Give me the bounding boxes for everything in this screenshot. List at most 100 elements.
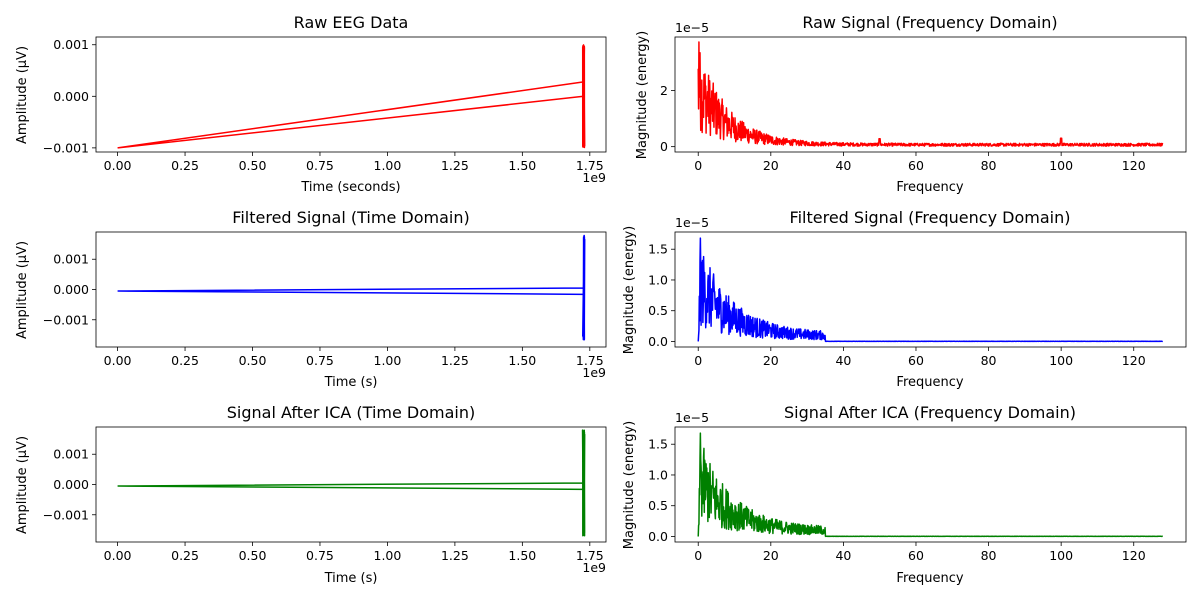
y-tick-label: −0.001: [43, 140, 89, 155]
y-tick-label: 0: [660, 139, 668, 154]
x-tick-label: 0.25: [171, 158, 199, 173]
x-tick-label: 1.25: [441, 353, 469, 368]
x-axis-label: Frequency: [896, 180, 963, 195]
x-tick-label: 1.75: [576, 158, 604, 173]
x-offset-text: 1e9: [582, 560, 606, 575]
plot-frame: [95, 36, 607, 153]
x-tick-label: 20: [763, 548, 779, 563]
x-tick-label: 1.75: [576, 548, 604, 563]
x-tick-label: 100: [1049, 158, 1073, 173]
chart-title: Filtered Signal (Frequency Domain): [790, 208, 1071, 227]
series-line: [117, 429, 586, 537]
x-tick-label: 0.00: [104, 158, 132, 173]
y-tick-label: 0.001: [53, 37, 89, 52]
y-tick-label: 0.000: [53, 89, 89, 104]
y-tick-label: 1.5: [648, 437, 668, 452]
x-tick-label: 100: [1049, 548, 1073, 563]
subplot-filtered-time: Filtered Signal (Time Domain) Time (s) A…: [15, 208, 607, 390]
chart-title: Signal After ICA (Frequency Domain): [784, 403, 1076, 422]
x-tick-label: 100: [1049, 353, 1073, 368]
x-tick-label: 1.00: [374, 158, 402, 173]
subplot-filtered-frequency: Filtered Signal (Frequency Domain) Frequ…: [622, 208, 1187, 390]
x-tick-label: 0: [694, 353, 702, 368]
x-axis-label: Frequency: [896, 571, 963, 586]
series-line: [117, 234, 586, 341]
x-tick-label: 0.00: [104, 353, 132, 368]
subplot-ica-time: Signal After ICA (Time Domain) Time (s) …: [15, 403, 607, 586]
y-tick-label: 0.000: [53, 282, 89, 297]
x-tick-label: 120: [1122, 158, 1146, 173]
x-tick-label: 60: [908, 548, 924, 563]
y-tick-label: 0.001: [53, 447, 89, 462]
x-tick-label: 1.75: [576, 353, 604, 368]
x-tick-label: 0: [694, 158, 702, 173]
y-axis-label: Amplitude (µV): [15, 241, 30, 339]
x-tick-label: 0: [694, 548, 702, 563]
chart-title: Signal After ICA (Time Domain): [227, 403, 475, 422]
plot-frame: [674, 36, 1187, 153]
x-tick-label: 0.50: [239, 548, 267, 563]
y-tick-label: 2: [660, 83, 668, 98]
x-tick-label: 1.00: [374, 353, 402, 368]
x-tick-label: 1.50: [508, 353, 536, 368]
x-axis-label: Frequency: [896, 375, 963, 390]
x-tick-label: 60: [908, 158, 924, 173]
y-offset-text: 1e−5: [675, 215, 709, 230]
y-axis-label: Amplitude (µV): [15, 46, 30, 144]
y-axis-label: Amplitude (µV): [15, 436, 30, 534]
series-line: [697, 237, 1164, 343]
x-tick-label: 0.75: [306, 353, 334, 368]
y-tick-label: 1.0: [648, 467, 668, 482]
x-tick-label: 0.50: [239, 353, 267, 368]
plot-frame: [674, 231, 1187, 348]
x-tick-label: 0.50: [239, 158, 267, 173]
x-tick-label: 80: [981, 158, 997, 173]
x-tick-label: 20: [763, 353, 779, 368]
subplot-ica-frequency: Signal After ICA (Frequency Domain) Freq…: [622, 403, 1187, 586]
x-tick-label: 1.50: [508, 548, 536, 563]
x-tick-label: 0.00: [104, 548, 132, 563]
x-tick-label: 0.25: [171, 548, 199, 563]
y-tick-label: 0.001: [53, 252, 89, 267]
x-axis-label: Time (s): [324, 571, 378, 586]
x-tick-label: 1.50: [508, 158, 536, 173]
y-tick-label: 0.5: [648, 303, 668, 318]
x-tick-label: 0.75: [306, 158, 334, 173]
x-tick-label: 60: [908, 353, 924, 368]
y-tick-label: 1.0: [648, 272, 668, 287]
y-tick-label: 1.5: [648, 242, 668, 257]
subplot-raw-eeg-time: Raw EEG Data Time (seconds) Amplitude (µ…: [15, 13, 607, 195]
series-line: [697, 432, 1164, 538]
x-tick-label: 80: [981, 548, 997, 563]
x-tick-label: 1.25: [441, 158, 469, 173]
y-tick-label: 0.0: [648, 334, 668, 349]
x-offset-text: 1e9: [582, 170, 606, 185]
x-axis-label: Time (seconds): [300, 180, 400, 195]
series-line: [697, 41, 1164, 147]
y-tick-label: 0.000: [53, 477, 89, 492]
y-tick-label: 0.5: [648, 498, 668, 513]
x-tick-label: 120: [1122, 548, 1146, 563]
y-tick-label: 0.0: [648, 529, 668, 544]
chart-title: Raw Signal (Frequency Domain): [802, 13, 1057, 32]
y-offset-text: 1e−5: [675, 20, 709, 35]
chart-title: Raw EEG Data: [294, 13, 409, 32]
y-offset-text: 1e−5: [675, 410, 709, 425]
x-axis-label: Time (s): [324, 375, 378, 390]
x-tick-label: 0.75: [306, 548, 334, 563]
x-tick-label: 40: [835, 548, 851, 563]
chart-title: Filtered Signal (Time Domain): [232, 208, 469, 227]
y-tick-label: −0.001: [43, 312, 89, 327]
y-axis-label: Magnitude (energy): [635, 31, 650, 159]
x-offset-text: 1e9: [582, 365, 606, 380]
plot-frame: [674, 426, 1187, 543]
series-line: [117, 44, 586, 149]
subplot-raw-frequency: Raw Signal (Frequency Domain) Frequency …: [635, 13, 1187, 195]
x-tick-label: 1.00: [374, 548, 402, 563]
x-tick-label: 40: [835, 158, 851, 173]
y-axis-label: Magnitude (energy): [622, 226, 637, 354]
x-tick-label: 120: [1122, 353, 1146, 368]
y-tick-label: −0.001: [43, 507, 89, 522]
x-tick-label: 40: [835, 353, 851, 368]
x-tick-label: 80: [981, 353, 997, 368]
